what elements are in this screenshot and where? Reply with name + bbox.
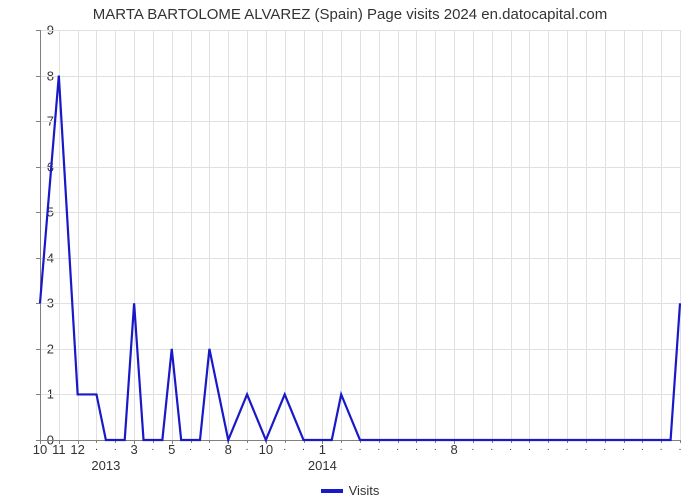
x-tick-label: 10 [33,442,47,457]
x-minor-dot: . [246,442,249,453]
legend: Visits [0,483,700,498]
x-minor-dot: . [152,442,155,453]
x-minor-dot: . [622,442,625,453]
x-tick-label: 12 [70,442,84,457]
x-minor-dot: . [377,442,380,453]
x-minor-dot: . [641,442,644,453]
x-minor-dot: . [509,442,512,453]
x-tick-label: 11 [52,442,66,457]
x-minor-dot: . [114,442,117,453]
x-minor-dot: . [359,442,362,453]
x-minor-dot: . [434,442,437,453]
x-minor-dot: . [396,442,399,453]
x-minor-dot: . [603,442,606,453]
chart-title: MARTA BARTOLOME ALVAREZ (Spain) Page vis… [0,6,700,23]
x-minor-dot: . [528,442,531,453]
x-tick-label: 1 [319,442,326,457]
x-minor-dot: . [566,442,569,453]
x-tick-label: 10 [259,442,273,457]
x-tick-label: 8 [450,442,457,457]
x-year-label: 2013 [91,458,120,473]
x-minor-dot: . [472,442,475,453]
x-minor-dot: . [660,442,663,453]
x-minor-dot: . [340,442,343,453]
data-series [40,30,680,440]
legend-label: Visits [349,483,380,498]
x-tick-label: 3 [130,442,137,457]
x-minor-dot: . [490,442,493,453]
x-minor-dot: . [208,442,211,453]
x-minor-dot: . [415,442,418,453]
x-minor-dot: . [584,442,587,453]
x-minor-dot: . [283,442,286,453]
x-minor-dot: . [547,442,550,453]
x-year-label: 2014 [308,458,337,473]
legend-swatch [321,489,343,493]
x-minor-dot: . [302,442,305,453]
x-minor-dot: . [95,442,98,453]
line-chart: MARTA BARTOLOME ALVAREZ (Spain) Page vis… [0,0,700,500]
x-minor-dot: . [189,442,192,453]
x-tick-label: 5 [168,442,175,457]
x-minor-dot: . [679,442,682,453]
x-tick-label: 8 [225,442,232,457]
